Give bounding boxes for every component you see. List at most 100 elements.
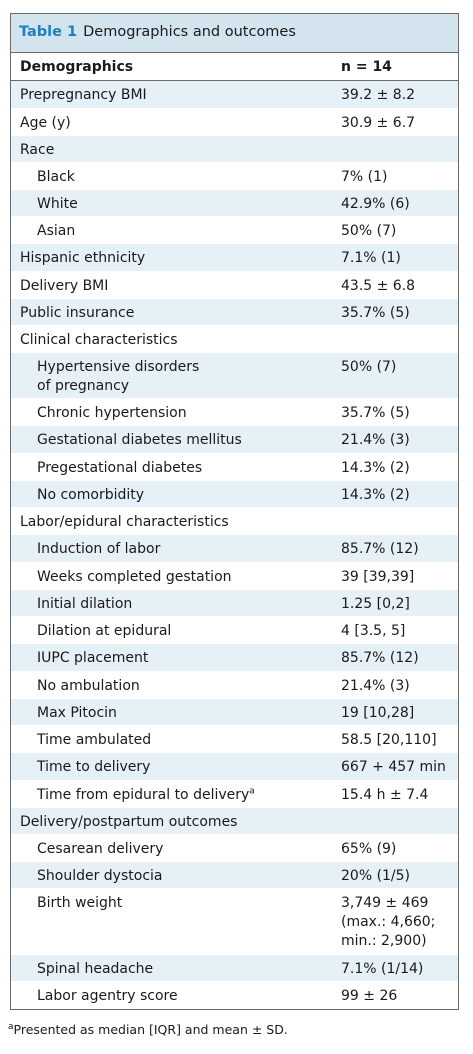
row-label-text: Black (37, 169, 75, 185)
table-row: Delivery/postpartum outcomes (11, 808, 458, 835)
row-value: 20% (1/5) (341, 868, 411, 884)
row-label: No comorbidity (11, 481, 335, 505)
row-label: Pregestational diabetes (11, 454, 335, 478)
row-label-text: Birth weight (37, 895, 123, 911)
row-label: Hypertensive disorders of pregnancy (11, 353, 335, 396)
table-row: Gestational diabetes mellitus 21.4% (3) (11, 426, 458, 454)
table-row: No ambulation 21.4% (3) (11, 672, 458, 699)
footnote-ref: a (249, 786, 255, 797)
row-label: Birth weight (11, 889, 335, 913)
table-row: Weeks completed gestation 39 [39,39] (11, 563, 458, 590)
row-label: Clinical characteristics (11, 326, 335, 350)
row-label: Initial dilation (11, 590, 335, 614)
table-body: Prepregnancy BMI 39.2 ± 8.2 Age (y) 30.9 ± … (11, 81, 458, 1009)
row-value: 7% (1) (341, 169, 388, 185)
table-row: Labor agentry score 99 ± 26 (11, 982, 458, 1009)
row-label: Delivery BMI (11, 272, 335, 296)
row-value: 4 [3.5, 5] (341, 623, 406, 639)
row-label-text: Dilation at epidural (37, 623, 172, 639)
table-row: Shoulder dystocia 20% (1/5) (11, 862, 458, 889)
row-label-text: Shoulder dystocia (37, 868, 163, 884)
table-row: Clinical characteristics (11, 326, 458, 353)
row-label-text: IUPC placement (37, 650, 149, 666)
demographics-table: Table 1 Demographics and outcomes Demogra… (10, 13, 459, 1010)
row-value: 667 + 457 min (341, 759, 446, 775)
row-label-text: Prepregnancy BMI (20, 87, 147, 103)
row-label-text: Time from epidural to delivery (37, 787, 250, 803)
row-value: 14.3% (2) (341, 460, 410, 476)
row-label-text: Labor agentry score (37, 988, 178, 1004)
row-label: Black (11, 163, 335, 187)
table-row: Delivery BMI 43.5 ± 6.8 (11, 272, 458, 299)
row-label-text: Delivery/postpartum outcomes (20, 814, 238, 830)
row-value: 39.2 ± 8.2 (341, 87, 416, 103)
table-row: Pregestational diabetes 14.3% (2) (11, 454, 458, 481)
row-label-text: Asian (37, 223, 76, 239)
row-label-text: Pregestational diabetes (37, 460, 203, 476)
row-label: Shoulder dystocia (11, 862, 335, 886)
row-value: 39 [39,39] (341, 569, 415, 585)
row-label-text: Age (y) (20, 115, 71, 131)
row-label-text: Chronic hypertension (37, 405, 187, 421)
row-value: 30.9 ± 6.7 (341, 115, 416, 131)
row-value: 19 [10,28] (341, 705, 415, 721)
table-row: Max Pitocin 19 [10,28] (11, 699, 458, 726)
row-value: 21.4% (3) (341, 432, 410, 448)
row-label: Dilation at epidural (11, 617, 335, 641)
footnote-marker: a (8, 1021, 14, 1032)
row-label: Hispanic ethnicity (11, 244, 335, 268)
header-label: Demographics (20, 59, 134, 75)
row-label: Time from epidural to deliverya (11, 781, 335, 805)
table-row: Chronic hypertension 35.7% (5) (11, 399, 458, 426)
row-label-text: Delivery BMI (20, 278, 109, 294)
table-footnote: aPresented as median [IQR] and mean ± SD… (8, 1022, 288, 1037)
table-row: Black 7% (1) (11, 163, 458, 190)
row-value: 15.4 h ± 7.4 (341, 787, 429, 803)
row-value: 21.4% (3) (341, 678, 410, 694)
row-value (335, 508, 458, 513)
row-label-text: Cesarean delivery (37, 841, 164, 857)
row-value: 7.1% (1) (341, 250, 401, 266)
row-value: 3,749 ± 469 (max.: 4,660; min.: 2,900) (341, 895, 436, 949)
table-row: Cesarean delivery 65% (9) (11, 835, 458, 862)
row-label-text: Weeks completed gestation (37, 569, 232, 585)
table-row: Labor/epidural characteristics (11, 508, 458, 535)
row-label: Max Pitocin (11, 699, 335, 723)
row-label: Weeks completed gestation (11, 563, 335, 587)
footnote-text: Presented as median [IQR] and mean ± SD. (13, 1022, 288, 1037)
row-label: Cesarean delivery (11, 835, 335, 859)
row-value: 43.5 ± 6.8 (341, 278, 416, 294)
row-label-text: Time to delivery (37, 759, 151, 775)
row-label-text: Labor/epidural characteristics (20, 514, 229, 530)
table-row: Time ambulated 58.5 [20,110] (11, 726, 458, 753)
row-label-text: No comorbidity (37, 487, 145, 503)
row-value: 50% (7) (341, 223, 397, 239)
table-row: Hispanic ethnicity 7.1% (1) (11, 244, 458, 272)
row-label: Time to delivery (11, 753, 335, 777)
row-label: IUPC placement (11, 644, 335, 668)
row-label-text: White (37, 196, 78, 212)
row-label-text: Initial dilation (37, 596, 133, 612)
row-label: Time ambulated (11, 726, 335, 750)
table-row: Public insurance 35.7% (5) (11, 299, 458, 326)
row-label-text: Spinal headache (37, 961, 154, 977)
table-row: Prepregnancy BMI 39.2 ± 8.2 (11, 81, 458, 109)
row-label: White (11, 190, 335, 214)
table-row: Spinal headache 7.1% (1/14) (11, 955, 458, 982)
row-value: 50% (7) (341, 359, 397, 375)
row-label: Gestational diabetes mellitus (11, 426, 335, 450)
table-row: No comorbidity 14.3% (2) (11, 481, 458, 508)
table-row: Dilation at epidural 4 [3.5, 5] (11, 617, 458, 644)
row-label: Prepregnancy BMI (11, 81, 335, 105)
row-value (335, 136, 458, 141)
row-value: 65% (9) (341, 841, 397, 857)
table-row: Induction of labor 85.7% (12) (11, 535, 458, 563)
row-label: Public insurance (11, 299, 335, 323)
row-label: Labor/epidural characteristics (11, 508, 335, 532)
table-row: Birth weight 3,749 ± 469 (max.: 4,660; min.… (11, 889, 458, 955)
table-row: IUPC placement 85.7% (12) (11, 644, 458, 672)
table-caption: Table 1 Demographics and outcomes (11, 14, 458, 53)
row-label-text: Hypertensive disorders of pregnancy (37, 359, 200, 394)
row-label-text: Max Pitocin (37, 705, 117, 721)
table-title: Demographics and outcomes (83, 24, 296, 40)
